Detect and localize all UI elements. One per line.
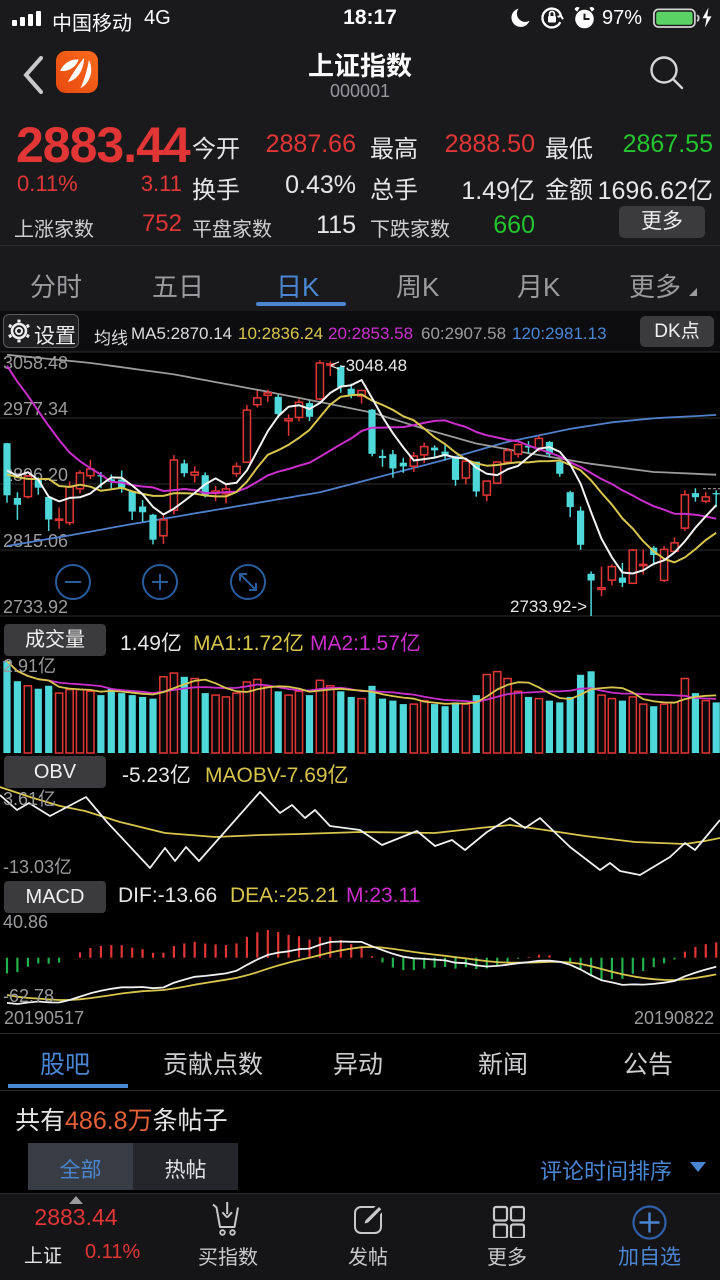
svg-text:<-3048.48: <-3048.48 xyxy=(330,356,407,375)
svg-text:2733.92->: 2733.92-> xyxy=(510,597,587,616)
